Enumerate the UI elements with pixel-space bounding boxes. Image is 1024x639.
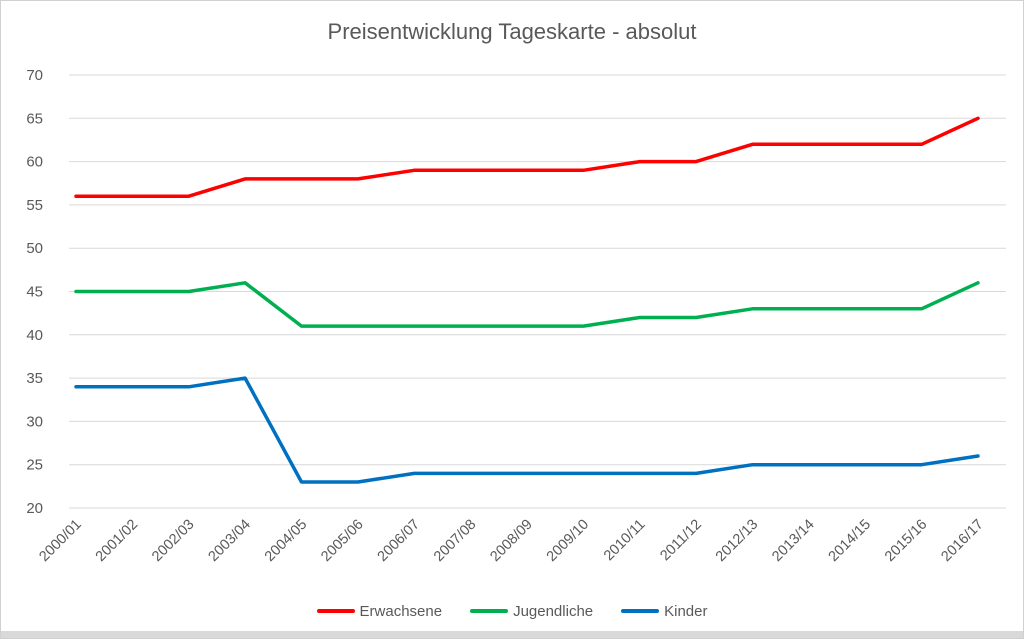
x-tick-label: 2011/12	[657, 517, 705, 565]
x-tick-label: 2015/16	[882, 517, 930, 565]
series-line-erwachsene	[74, 116, 980, 198]
legend-swatch-kinder-line	[621, 609, 660, 613]
y-tick-label: 25	[26, 457, 43, 474]
x-tick-label: 2006/07	[375, 517, 423, 565]
legend-label-erwachsene: Erwachsene	[359, 602, 443, 620]
legend-item-erwachsene: Erwachsene	[316, 602, 443, 620]
y-tick-label: 55	[26, 197, 43, 214]
x-tick-label: 2002/03	[149, 517, 197, 565]
y-tick-label: 65	[26, 110, 43, 127]
x-tick-label: 2009/10	[544, 517, 592, 565]
line-chart-plot-area: 20 25 30 35 40 45 50 55 60 65 70 2000/01 2001/02 2002…	[26, 67, 1006, 565]
y-tick-label: 70	[26, 67, 43, 84]
legend-item-jugendliche: Jugendliche	[470, 603, 593, 620]
legend-swatch-jugendliche-line	[470, 609, 509, 613]
x-tick-label: 2001/02	[93, 517, 141, 565]
y-tick-label: 40	[26, 327, 43, 344]
y-tick-label: 35	[26, 370, 43, 387]
legend-swatch-erwachsene-line	[316, 609, 355, 613]
chart-title: Preisentwicklung Tageskarte - absolut	[327, 19, 697, 44]
y-tick-label: 20	[26, 500, 43, 517]
legend-label-jugendliche: Jugendliche	[513, 602, 594, 620]
series-line-jugendliche	[74, 281, 980, 328]
x-tick-label: 2013/14	[769, 517, 817, 565]
chart-legend: Erwachsene Jugendliche Kinder	[1, 599, 1023, 623]
legend-item-kinder: Kinder	[621, 603, 707, 620]
y-tick-label: 45	[26, 284, 43, 301]
x-tick-label: 2005/06	[318, 517, 366, 565]
x-tick-label: 2007/08	[431, 517, 479, 565]
legend-label-kinder: Kinder	[664, 602, 708, 620]
y-tick-label: 60	[26, 154, 43, 171]
x-tick-label: 2010/11	[601, 517, 649, 565]
y-tick-label: 50	[26, 240, 43, 257]
x-tick-label: 2014/15	[826, 517, 874, 565]
x-tick-label: 2000/01	[36, 517, 84, 565]
x-tick-label: 2016/17	[938, 517, 986, 565]
x-tick-label: 2004/05	[262, 517, 310, 565]
x-tick-label: 2008/09	[487, 517, 535, 565]
bottom-gray-strip	[1, 631, 1023, 638]
x-tick-label: 2003/04	[206, 517, 254, 565]
x-tick-label: 2012/13	[713, 517, 761, 565]
y-tick-label: 30	[26, 413, 43, 430]
series-line-kinder	[74, 376, 980, 484]
